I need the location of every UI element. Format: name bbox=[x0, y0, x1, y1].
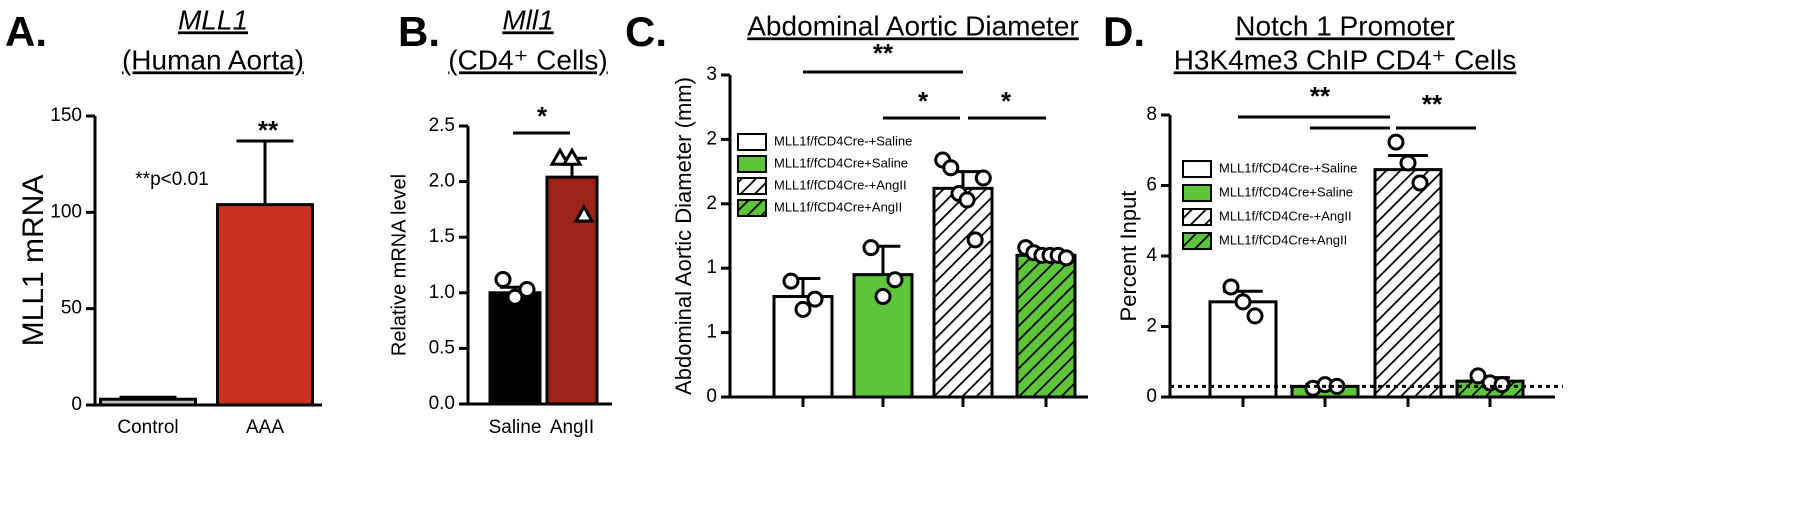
annotation: ** bbox=[873, 38, 894, 68]
data-point bbox=[1246, 307, 1264, 325]
y-tick-label: 1.0 bbox=[429, 282, 455, 303]
y-axis-label: MLL1 mRNA bbox=[17, 175, 50, 347]
y-tick-label: 2.0 bbox=[429, 171, 455, 192]
bar bbox=[545, 175, 599, 406]
data-point bbox=[794, 300, 812, 318]
y-tick-label: 4 bbox=[1146, 245, 1157, 266]
legend-swatch bbox=[737, 199, 767, 217]
legend-swatch bbox=[737, 177, 767, 195]
data-point bbox=[862, 239, 880, 257]
data-point bbox=[1057, 249, 1075, 267]
data-point bbox=[561, 147, 583, 166]
data-point bbox=[549, 147, 571, 166]
legend-swatch bbox=[1182, 208, 1212, 226]
x-tick-label: Control bbox=[117, 417, 178, 438]
y-tick-label: 2 bbox=[706, 193, 717, 214]
legend-swatch bbox=[1182, 160, 1212, 178]
chart-subtitle: (Human Aorta) bbox=[122, 44, 304, 75]
y-tick-label: 3 bbox=[706, 64, 717, 85]
legend-swatch bbox=[737, 155, 767, 173]
annotation: ** bbox=[258, 115, 279, 145]
bar bbox=[488, 291, 542, 406]
data-point bbox=[974, 169, 992, 187]
y-tick-label: 2 bbox=[1146, 316, 1157, 337]
data-point bbox=[874, 288, 892, 306]
data-point bbox=[573, 203, 595, 223]
chart-title: Notch 1 Promoter bbox=[1235, 10, 1454, 41]
data-point bbox=[1399, 154, 1417, 172]
bar bbox=[932, 186, 994, 399]
annotation: ** bbox=[1422, 89, 1443, 119]
data-point bbox=[966, 231, 984, 249]
y-tick-label: 6 bbox=[1146, 175, 1157, 196]
data-point bbox=[942, 159, 960, 177]
legend-label: MLL1f/fCD4Cre+Saline bbox=[1219, 184, 1353, 199]
y-tick-label: 1 bbox=[706, 257, 717, 278]
data-point bbox=[494, 270, 512, 288]
bar bbox=[1208, 300, 1278, 399]
data-point bbox=[518, 280, 536, 298]
y-tick-label: 0.0 bbox=[429, 393, 455, 414]
bar bbox=[216, 203, 314, 407]
chart-subtitle: H3K4me3 ChIP CD4⁺ Cells bbox=[1174, 44, 1517, 75]
legend-swatch bbox=[1182, 184, 1212, 202]
bar bbox=[1373, 168, 1443, 399]
chart-subtitle: (CD4⁺ Cells) bbox=[448, 44, 607, 75]
y-tick-label: 1.5 bbox=[429, 226, 455, 247]
panel-label: D. bbox=[1103, 8, 1145, 55]
legend-label: MLL1f/fCD4Cre-+AngII bbox=[774, 177, 907, 192]
y-tick-label: 100 bbox=[50, 201, 82, 222]
data-point bbox=[1222, 278, 1240, 296]
y-axis-label: Relative mRNA level bbox=[388, 174, 410, 356]
x-tick-label: AngII bbox=[550, 417, 594, 438]
y-tick-label: 0 bbox=[1146, 386, 1157, 407]
data-point bbox=[806, 290, 824, 308]
chart-title: Mll1 bbox=[502, 4, 553, 35]
x-tick-label: Saline bbox=[489, 417, 542, 438]
y-tick-label: 50 bbox=[61, 298, 82, 319]
annotation: * bbox=[1001, 86, 1012, 116]
data-point bbox=[1469, 367, 1487, 385]
data-point bbox=[506, 288, 524, 306]
y-axis-label: Abdominal Aortic Diameter (mm) bbox=[671, 77, 696, 395]
data-point bbox=[886, 271, 904, 289]
y-tick-label: 0 bbox=[71, 394, 82, 415]
y-tick-label: 0 bbox=[706, 386, 717, 407]
y-axis-label: Percent Input bbox=[1116, 191, 1141, 322]
legend-swatch bbox=[1182, 232, 1212, 250]
panel-label: C. bbox=[625, 8, 667, 55]
legend-label: MLL1f/fCD4Cre+AngII bbox=[1219, 232, 1347, 247]
y-tick-label: 8 bbox=[1146, 104, 1157, 125]
bar bbox=[99, 397, 197, 407]
data-point bbox=[1234, 293, 1252, 311]
y-tick-label: 150 bbox=[50, 105, 82, 126]
panel-label: B. bbox=[398, 8, 440, 55]
annotation: ** bbox=[1310, 81, 1331, 111]
y-tick-label: 1 bbox=[706, 322, 717, 343]
annotation: * bbox=[537, 101, 548, 131]
annotation: * bbox=[918, 86, 929, 116]
data-point bbox=[1387, 133, 1405, 151]
legend-label: MLL1f/fCD4Cre+AngII bbox=[774, 199, 902, 214]
legend-swatch bbox=[737, 133, 767, 151]
y-tick-label: 0.5 bbox=[429, 337, 455, 358]
y-tick-label: 2 bbox=[706, 128, 717, 149]
data-point bbox=[1411, 174, 1429, 192]
legend-label: MLL1f/fCD4Cre-+AngII bbox=[1219, 208, 1352, 223]
annotation: **p<0.01 bbox=[135, 169, 208, 190]
x-tick-label: AAA bbox=[246, 417, 284, 438]
panel-label: A. bbox=[5, 8, 47, 55]
data-point bbox=[1493, 376, 1511, 394]
bar bbox=[1015, 253, 1077, 399]
legend-label: MLL1f/fCD4Cre-+Saline bbox=[774, 133, 912, 148]
chart-title: MLL1 bbox=[178, 4, 248, 35]
data-point bbox=[958, 191, 976, 209]
data-point bbox=[782, 272, 800, 290]
y-tick-label: 2.5 bbox=[429, 115, 455, 136]
legend-label: MLL1f/fCD4Cre-+Saline bbox=[1219, 160, 1357, 175]
chart-title: Abdominal Aortic Diameter bbox=[747, 10, 1078, 41]
legend-label: MLL1f/fCD4Cre+Saline bbox=[774, 155, 908, 170]
